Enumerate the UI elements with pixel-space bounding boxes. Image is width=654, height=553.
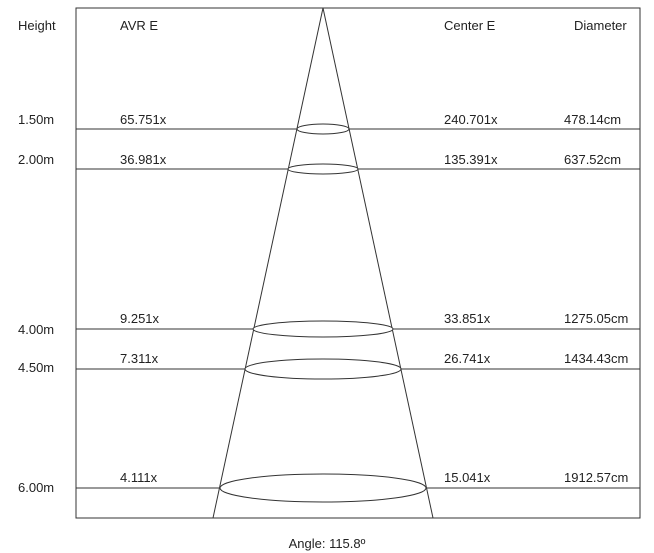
row-height-label: 4.00m [18,322,54,337]
header-height: Height [18,18,56,33]
row-center-e: 135.391x [444,152,498,167]
beam-ellipse [252,320,394,338]
row-height-label: 6.00m [18,480,54,495]
row-height-label: 1.50m [18,112,54,127]
row-center-e: 240.701x [444,112,498,127]
beam-edge-right [322,7,434,519]
row-avr-e: 4.111x [120,470,158,485]
diagram-frame [75,7,641,519]
row-height-label: 4.50m [18,360,54,375]
beam-ellipse [287,163,359,175]
row-avr-e: 7.311x [120,351,159,366]
row-avr-e: 65.751x [120,112,167,127]
header-center-e: Center E [444,18,496,33]
row-diameter: 1912.57cm [564,470,628,485]
row-diameter: 478.14cm [564,112,621,127]
angle-label: Angle: 115.8º [289,536,366,551]
beam-ellipse [296,123,350,135]
row-height-label: 2.00m [18,152,54,167]
row-center-e: 15.041x [444,470,491,485]
row-diameter: 1434.43cm [564,351,628,366]
header-diameter: Diameter [574,18,627,33]
row-diameter: 637.52cm [564,152,621,167]
row-center-e: 33.851x [444,311,491,326]
beam-edge-left [212,7,324,519]
row-avr-e: 36.981x [120,152,167,167]
row-diameter: 1275.05cm [564,311,628,326]
row-center-e: 26.741x [444,351,491,366]
beam-ellipse [219,473,427,503]
row-avr-e: 9.251x [120,311,160,326]
beam-ellipse [244,358,402,380]
header-avr-e: AVR E [120,18,158,33]
